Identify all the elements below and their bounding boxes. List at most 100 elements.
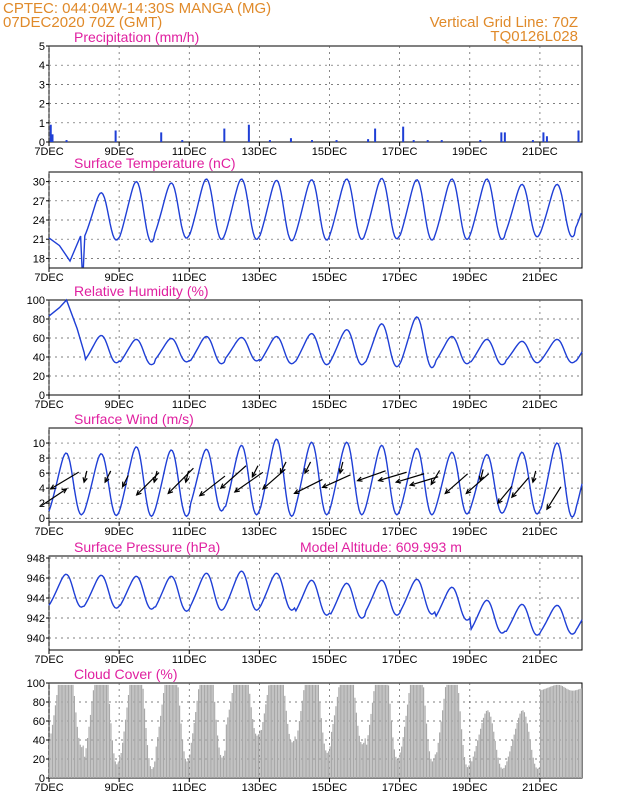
panel-wind: 0 2 4 6 8 10 7DEC 9DEC 11DEC 13DEC 15DEC 17DEC 19DEC… [33,411,583,538]
panel-pres: 940 942 944 946 948 7DEC 9DEC 11DEC 13DEC 15DEC 17… [27,539,583,666]
cloud-bar [319,701,321,778]
cloud-bar [170,684,172,778]
x-tick-label: 11DEC [172,399,207,411]
cloud-bar [250,707,252,778]
cloud-bar [276,684,279,778]
cloud-bar [189,754,191,778]
wind-arrow [497,486,513,504]
cloud-bar [284,695,286,778]
y-tick-label: 0 [39,390,45,402]
x-tick-label: 7DEC [34,526,63,538]
cloud-bar [257,734,260,778]
cloud-bar [73,695,75,778]
cloud-bar [292,740,295,778]
cloud-bar [271,684,273,778]
cloud-bar [214,701,216,778]
cloud-bar [490,716,492,778]
cloud-bar [171,684,173,778]
cloud-bar [325,750,327,778]
cloud-bar [215,719,217,778]
cloud-bar [443,698,445,778]
cloud-bar [373,691,375,778]
x-tick-label: 13DEC [242,272,278,284]
y-tick-label: 6 [39,468,45,480]
y-tick-label: 8 [39,453,45,465]
cloud-bar [78,737,80,778]
x-tick-label: 17DEC [382,782,418,794]
cloud-bar [482,717,485,778]
cloud-bar [545,688,547,778]
y-tick-label: 20 [33,371,45,383]
cloud-bar [474,751,476,778]
cloud-bar [285,710,287,778]
precip-bar [542,132,545,142]
header-location: CPTEC: 044:04W-14:30S MANGA (MG) [3,0,271,17]
precip-bar [412,140,415,142]
x-tick-label: 7DEC [34,654,63,666]
cloud-bar [446,684,448,778]
cloud-bar [420,684,422,778]
cloud-bar [162,693,165,778]
plot-frame [48,427,583,523]
cloud-bar [243,684,245,778]
cloud-bar [481,723,483,778]
cloud-bar [173,684,175,778]
cloud-bar [515,728,517,778]
x-tick-label: 13DEC [242,782,278,794]
x-tick-label: 9DEC [104,399,133,411]
cloud-bar [279,684,282,778]
cloud-bar [531,749,533,778]
cloud-bar [399,752,401,778]
cloud-bar [103,684,105,778]
cloud-bar [158,726,160,778]
cloud-bar [230,701,232,778]
cloud-bar [463,756,466,778]
grid [48,428,582,522]
wind-arrow [444,473,469,494]
cloud-bar [333,715,336,778]
wind-arrow-head [233,487,240,493]
cloud-bar [496,749,498,778]
x-tick-label: 17DEC [382,146,418,158]
y-tick-label: 10 [33,438,45,450]
cloud-bar [480,728,482,778]
cloud-bar [160,715,162,778]
cloud-bar [56,695,58,778]
cloud-bar [370,713,372,778]
y-tick-label: 942 [27,613,45,625]
cloud-bar [458,693,460,778]
cloud-bar [314,684,317,778]
cloud-bar [364,738,366,778]
cloud-bar [338,687,340,778]
cloud-bar [95,684,97,778]
cloud-bar [550,686,552,778]
cloud-bar [528,731,530,778]
cloud-bar [104,684,106,778]
wind-arrow-head [167,488,174,495]
cloud-bar [518,717,520,778]
header-run-id: TQ0126L028 [490,28,578,45]
cloud-bar [157,737,159,778]
cloud-bar [143,708,146,778]
cloud-bar [406,704,409,778]
cloud-bar [59,684,61,778]
cloud-bar [574,690,577,778]
cloud-bar [266,694,268,778]
wind-arrow [50,471,80,490]
wind-arrow [122,475,129,487]
cloud-bar [374,684,376,778]
cloud-bar [222,755,225,778]
cloud-bar [500,767,502,778]
cloud-bar [389,703,391,778]
wind-arrow [251,465,259,478]
cloud-bar [211,684,213,778]
wind-arrow-head [546,504,552,511]
cloud-bar [564,687,566,778]
wind-arrow [167,467,194,494]
cloud-bar [497,757,499,778]
y-tick-label: 100 [27,678,45,690]
cloud-bar [218,747,220,778]
cloud-bar [255,733,257,778]
cloud-bar [449,684,451,778]
panel-title: Precipitation (mm/h) [74,29,199,45]
